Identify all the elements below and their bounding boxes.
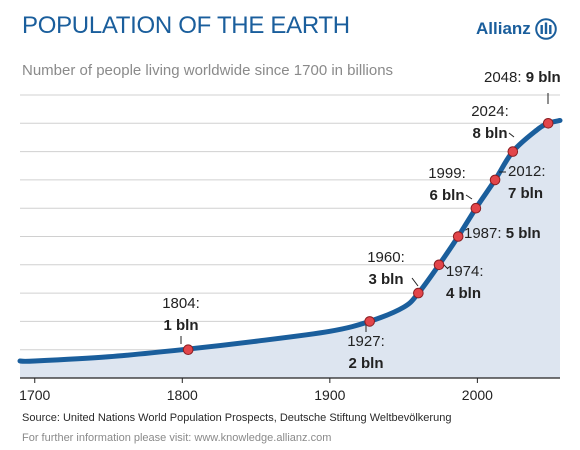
milestone-year-label: 2012:	[508, 163, 546, 180]
chart-subtitle: Number of people living worldwide since …	[22, 62, 394, 79]
milestone-marker-2012	[489, 174, 501, 186]
x-tick-label: 1700	[19, 387, 50, 403]
milestone-year-label: 1960:	[367, 249, 405, 266]
milestone-year-label: 2024:	[471, 103, 509, 120]
milestone-marker-1960	[413, 287, 424, 299]
milestone-markers	[182, 118, 554, 356]
x-tick-label: 1900	[314, 387, 345, 403]
leader-line	[508, 132, 515, 138]
milestone-value-label: 3 bln	[368, 271, 403, 288]
milestone-inline-label: 2048: 9 bln	[484, 69, 561, 86]
milestone-value-label: 7 bln	[508, 185, 543, 202]
milestone-year-label: 1804:	[162, 295, 200, 312]
milestone-value-label: 5 bln	[506, 225, 541, 242]
source-note: Source: United Nations World Population …	[22, 412, 452, 424]
x-tick-label: 2000	[462, 387, 493, 403]
x-tick-label: 1800	[167, 387, 198, 403]
milestone-year-label: 2048:	[484, 69, 526, 86]
milestone-marker-2048	[542, 118, 554, 129]
milestone-marker-2024	[507, 146, 519, 157]
milestone-year-label: 1987:	[464, 225, 506, 242]
milestone-year-label: 1927:	[347, 333, 385, 350]
x-axis-ticks: 1700 1800 1900 2000	[19, 378, 493, 403]
milestone-year-label: 1974:	[446, 263, 484, 280]
milestone-inline-label: 1987: 5 bln	[464, 225, 541, 242]
milestone-value-label: 1 bln	[163, 317, 198, 334]
milestone-marker-1987	[452, 231, 464, 242]
info-note: For further information please visit: ww…	[22, 432, 332, 444]
allianz-eagle-logo-icon	[534, 18, 557, 40]
milestone-value-label: 4 bln	[446, 285, 481, 302]
milestone-value-label: 2 bln	[348, 355, 383, 372]
leader-line	[411, 277, 419, 287]
milestone-marker-1927	[364, 316, 375, 327]
brand-logo: Allianz	[476, 18, 557, 40]
chart-title: POPULATION OF THE EARTH	[22, 12, 350, 39]
milestone-value-label: 8 bln	[472, 125, 507, 142]
milestone-marker-1999	[470, 202, 482, 214]
milestone-value-label: 6 bln	[429, 187, 464, 204]
population-chart: 1700 1800 1900 2000 1804: 1 bln 1927: 2 bln 196…	[17, 69, 563, 403]
milestone-year-label: 1999:	[428, 165, 466, 182]
milestone-labels: 1804: 1 bln 1927: 2 bln 1960: 3 bln 1974: 4 bln…	[162, 69, 561, 372]
leader-line	[465, 194, 473, 200]
population-area	[20, 120, 560, 378]
brand-name: Allianz	[476, 19, 531, 38]
milestone-marker-1974	[433, 259, 445, 271]
milestone-marker-1804	[182, 344, 194, 356]
milestone-value-label: 9 bln	[526, 69, 561, 86]
